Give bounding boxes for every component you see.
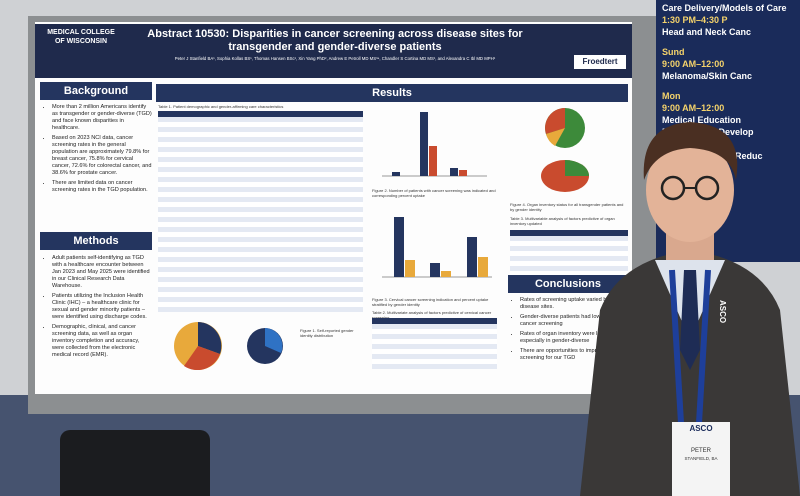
bar-chart-figure-2 [382,112,487,177]
bullet: Rates of organ inventory were low, espec… [520,331,630,345]
poster-title: Abstract 10530: Disparities in cancer sc… [147,28,523,53]
shape [265,328,283,353]
bar-chart-figure-3 [382,217,492,278]
shape [643,122,738,180]
shape [405,260,415,277]
schedule-line: Mon [662,91,681,101]
schedule-line: Care Delivery/Models of Care [662,3,787,13]
caption: Figure 4. Organ inventory status for all… [510,202,624,212]
bullet-list: Rates of screening uptake varied by dise… [510,297,630,365]
shape [478,257,488,277]
badge-first-name: PETER [690,448,711,454]
bullet: Demographic, clinical, and cancer screen… [52,324,152,359]
bullet: More than 2 million Americans identify a… [52,104,152,132]
shape [646,138,734,242]
pie-charts [174,322,283,371]
shape [441,271,451,277]
bullet: Patients utilizing the Inclusion Health … [52,293,152,321]
bullet: Rates of screening uptake varied by dise… [520,297,630,311]
shape [580,250,800,496]
bullet: Gender-diverse patients had lower cervic… [520,314,630,328]
shape [459,170,467,176]
bullet: There are limited data on cancer screeni… [52,180,152,194]
shape [565,160,589,176]
schedule-line: Melanoma/Skin Canc [662,71,753,81]
lanyard-text: ASCO [718,300,727,324]
shape [184,346,220,371]
shape [430,263,440,277]
shape [680,270,700,370]
shape [546,128,565,146]
shape [669,269,711,441]
schedule-line: 1:30 PM–4:30 P [662,15,728,25]
caption: Table 3. Multivariable analysis of facto… [510,216,615,226]
shape [545,108,565,134]
shape [420,112,428,176]
authors: Peter J Stanfield BA¹, Sophia Kollas BS¹… [174,56,496,61]
shape [672,422,730,496]
shape [394,217,404,277]
table-1 [158,111,363,312]
schedule-line: 9:00 AM–12:00 [662,103,725,113]
schedule-line: Medical Education [662,115,742,125]
badge-org: ASCO [689,424,713,433]
shape [198,322,222,354]
logo: MEDICAL COLLEGE OF WISCONSIN [47,29,115,45]
schedule-line: 9:00 AM–12:00 [662,59,725,69]
chair [60,430,210,496]
partner-logo: Froedtert [574,55,626,69]
shape [392,172,400,176]
caption: Table 1. Patient demographic and gender-… [158,104,284,109]
caption: Figure 2. Number of patients with cancer… [372,188,496,198]
caption: Figure 1. Self-reported gender identity … [300,328,354,338]
shape [450,168,458,176]
bullet-list: More than 2 million Americans identify a… [42,104,152,197]
pie-charts-figure-4 [541,108,589,192]
bullet: Adult patients self-identifying as TGD w… [52,255,152,290]
schedule-line: Sund [662,47,685,57]
section-heading: Conclusions [508,275,628,293]
badge-last-name: STANFIELD, BA [684,456,718,461]
bullet: Based on 2023 NCI data, cancer screening… [52,135,152,177]
shape [429,146,437,176]
shape [467,237,477,277]
section-heading: Methods [40,232,152,250]
caption: Table 2. Multivariate analysis of factor… [372,310,492,320]
table-3 [510,230,628,276]
title-bar [35,24,632,78]
caption: Figure 3. Cervical cancer screening indi… [372,297,489,307]
section-heading: Background [40,82,152,100]
bullet: There are opportunities to improve scree… [520,348,630,362]
section-heading: Results [156,84,628,102]
table-2 [372,318,497,369]
schedule-line: Head and Neck Canc [662,27,752,37]
person [580,122,800,496]
bullet-list: Adult patients self-identifying as TGD w… [42,255,152,362]
